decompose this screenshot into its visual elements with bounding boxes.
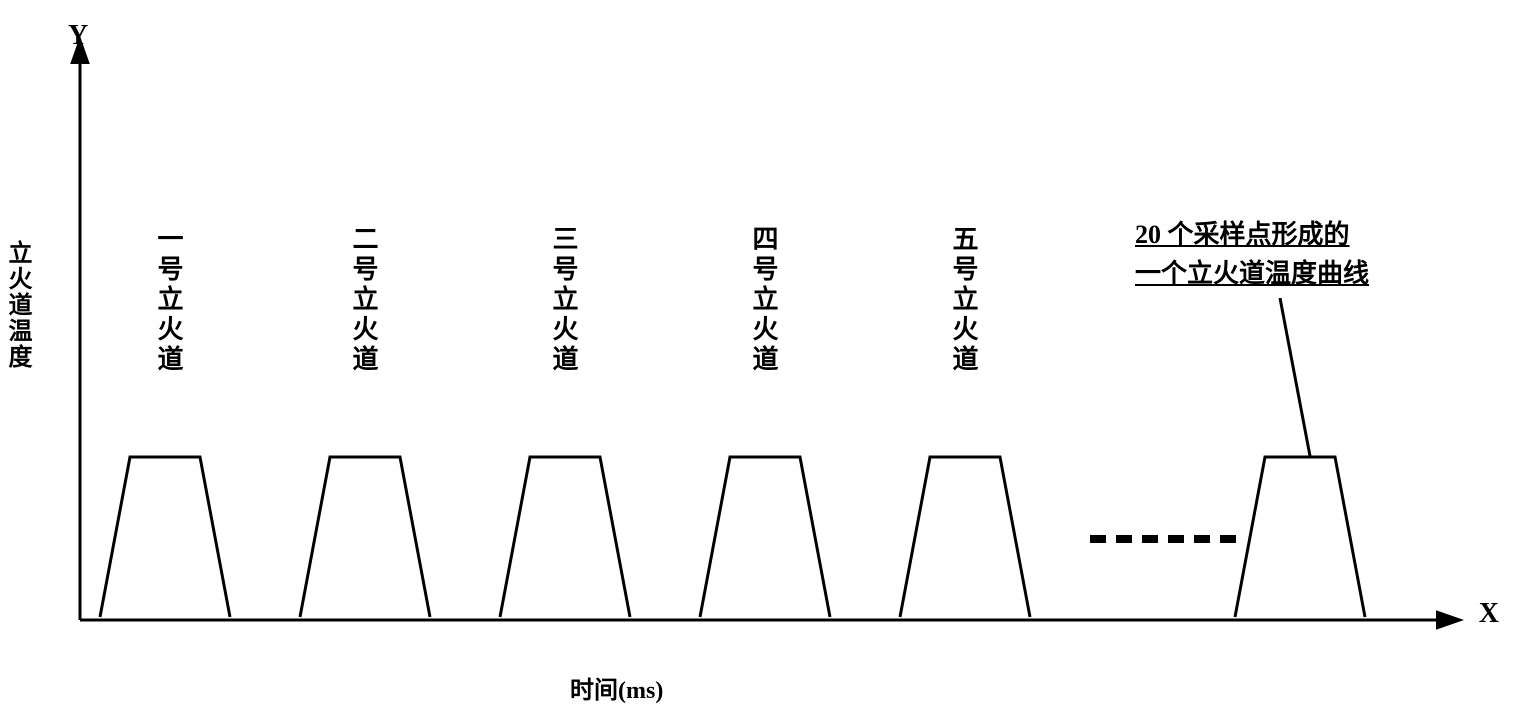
peak-label-5: 五号立火道 (945, 225, 982, 375)
peak-label-3: 三号立火道 (545, 225, 582, 375)
y-axis-label: Y (68, 20, 88, 52)
peak-label-4: 四号立火道 (745, 225, 782, 375)
annotation-pointer (1280, 298, 1310, 456)
peak-label-1: 一号立火道 (150, 225, 187, 375)
x-axis-label: X (1479, 598, 1499, 630)
annotation-line2: 一个立火道温度曲线 (1135, 259, 1369, 288)
annotation-text: 20 个采样点形成的 一个立火道温度曲线 (1135, 215, 1369, 293)
ellipsis-dots (1090, 535, 1236, 543)
peak-label-2: 二号立火道 (345, 225, 382, 375)
x-axis-title: 时间(ms) (570, 670, 663, 705)
y-axis-title: 立火道温度 (0, 240, 35, 370)
chart-container: Y X 立火道温度 时间(ms) 一号立火道 二号立火道 三号立火道 四号立火道 五号立… (0, 0, 1519, 722)
annotation-line1: 20 个采样点形成的 (1135, 220, 1350, 249)
